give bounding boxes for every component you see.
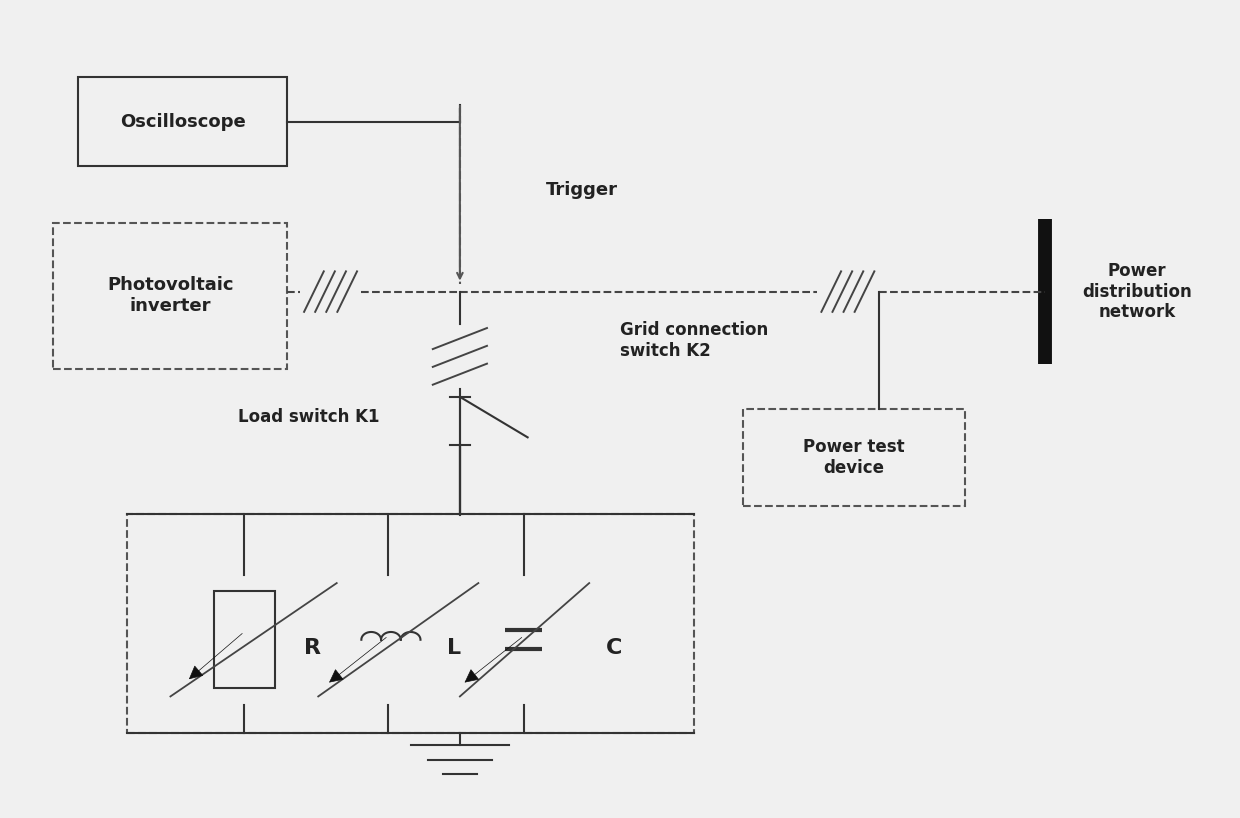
Bar: [213, 591, 275, 688]
Bar: [78, 77, 288, 166]
Text: Grid connection
switch K2: Grid connection switch K2: [620, 321, 769, 360]
Text: Load switch K1: Load switch K1: [238, 408, 379, 426]
Text: Trigger: Trigger: [546, 182, 618, 200]
Bar: [128, 515, 694, 733]
Bar: [53, 222, 288, 369]
Text: L: L: [446, 638, 461, 658]
Text: Power test
device: Power test device: [804, 438, 905, 477]
Text: Power
distribution
network: Power distribution network: [1083, 262, 1192, 321]
Text: Oscilloscope: Oscilloscope: [120, 113, 246, 131]
Text: R: R: [304, 638, 321, 658]
Bar: [743, 409, 965, 506]
Text: Photovoltaic
inverter: Photovoltaic inverter: [107, 276, 233, 315]
Text: C: C: [605, 638, 622, 658]
